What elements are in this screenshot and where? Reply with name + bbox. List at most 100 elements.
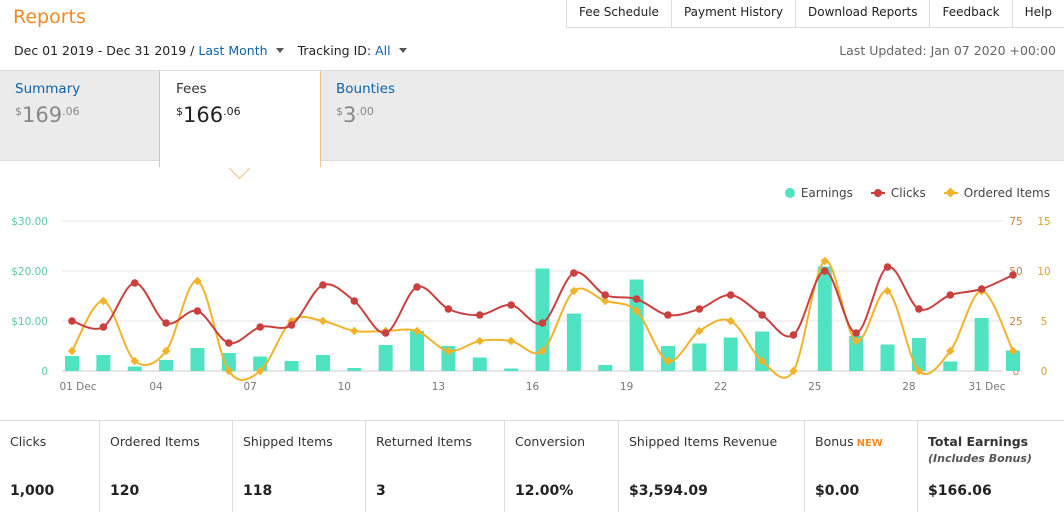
chevron-down-icon[interactable] — [398, 48, 407, 53]
ordered-items-point — [600, 296, 610, 306]
chevron-down-icon[interactable] — [275, 48, 284, 53]
payment-history-link[interactable]: Payment History — [670, 0, 795, 28]
earnings-bar — [566, 313, 581, 371]
ordered-items-point — [161, 346, 171, 356]
ordered-items-point — [538, 346, 547, 356]
clicks-point — [664, 311, 672, 319]
stat-value: 1,000 — [10, 483, 55, 499]
y-right1-tick-label: 75 — [1009, 216, 1022, 228]
clicks-point — [977, 285, 986, 293]
x-tick-label: 04 — [149, 381, 163, 393]
earnings-bar — [880, 344, 895, 371]
last-updated: Last Updated: Jan 07 2020 +00:00 — [839, 43, 1056, 58]
stat-label: Clicks — [10, 434, 47, 449]
stat-label: Shipped Items — [243, 434, 333, 449]
ordered-items-point — [350, 326, 359, 336]
help-link[interactable]: Help — [1011, 0, 1064, 28]
earnings-bar — [378, 345, 393, 371]
stat-shipped-items: Shipped Items 118 — [233, 421, 366, 512]
clicks-point — [287, 321, 296, 329]
stat-value: 120 — [110, 483, 140, 499]
tab-summary[interactable]: Summary $169.06 — [0, 71, 160, 162]
ordered-items-point — [820, 256, 830, 266]
ordered-items-point — [99, 296, 108, 306]
fee-schedule-link[interactable]: Fee Schedule — [565, 0, 671, 28]
clicks-point — [162, 319, 170, 327]
earnings-bar — [598, 365, 613, 371]
stat-conversion: Conversion 12.00% — [505, 421, 619, 512]
legend-clicks[interactable]: Clicks — [870, 186, 926, 200]
stat-value: $3,594.09 — [629, 483, 708, 499]
y-right2-tick-label: 15 — [1037, 216, 1050, 228]
x-tick-label: 22 — [714, 381, 727, 393]
earnings-bar — [96, 355, 111, 371]
clicks-point — [350, 297, 359, 305]
ordered-items-point — [224, 366, 234, 376]
legend-earnings[interactable]: Earnings — [784, 186, 853, 200]
tab-fees-label[interactable]: Fees — [176, 81, 207, 97]
ordered-items-point — [318, 316, 328, 326]
ordered-items-swatch — [943, 187, 958, 198]
x-tick-label: 10 — [338, 381, 351, 393]
tab-summary-amount: $169.06 — [15, 103, 145, 127]
ordered-items-point — [444, 346, 453, 356]
y-left-tick-label: 0 — [41, 366, 48, 378]
ordered-items-point — [883, 286, 892, 296]
stat-shipped-revenue: Shipped Items Revenue $3,594.09 — [619, 421, 805, 512]
earnings-bar — [159, 360, 174, 371]
fees-chart: $30.00 75 15$20.00 50 10$10.00 25 50 0 001 Dec 04… — [11, 216, 1050, 393]
earnings-bar — [65, 356, 79, 371]
stat-label: Conversion — [515, 434, 586, 449]
earnings-bar — [723, 337, 738, 371]
clicks-point — [130, 279, 139, 287]
ordered-items-point — [757, 356, 767, 366]
tab-bounties[interactable]: Bounties $3.00 — [321, 71, 481, 162]
stat-value: 3 — [376, 483, 386, 499]
tracking-id-value[interactable]: All — [375, 43, 391, 58]
x-tick-label: 13 — [432, 381, 445, 393]
clicks-point — [601, 291, 610, 299]
ordered-items-point — [851, 336, 861, 346]
stat-total-earnings: Total Earnings (Includes Bonus) $166.06 — [918, 421, 1064, 512]
legend-clicks-label: Clicks — [890, 186, 926, 200]
clicks-point — [789, 331, 798, 339]
clicks-point — [695, 305, 704, 313]
stat-label: Shipped Items Revenue — [629, 434, 778, 449]
y-left-tick-label: $20.00 — [11, 266, 48, 278]
earnings-bar — [441, 346, 456, 371]
tab-summary-label[interactable]: Summary — [15, 81, 81, 97]
stat-sub: (Includes Bonus) — [928, 452, 1032, 465]
date-preset-label: Last Month — [198, 43, 268, 58]
earnings-bar — [692, 343, 707, 371]
clicks-point — [726, 291, 735, 299]
stat-label: Total Earnings — [928, 434, 1029, 449]
tab-fees[interactable]: Fees $166.06 — [159, 71, 321, 167]
date-preset-dropdown[interactable]: Last Month — [198, 43, 267, 58]
clicks-point — [225, 339, 233, 347]
feedback-link[interactable]: Feedback — [929, 0, 1011, 28]
currency-symbol: $ — [176, 105, 183, 118]
legend-ordered-items[interactable]: Ordered Items — [943, 186, 1050, 200]
tab-bounties-label[interactable]: Bounties — [336, 81, 396, 97]
earnings-bar — [127, 366, 142, 371]
earnings-bar — [1006, 350, 1020, 371]
earnings-bar — [347, 368, 362, 371]
new-badge: NEW — [856, 438, 883, 449]
earnings-bar — [817, 266, 832, 371]
clicks-point — [1009, 271, 1017, 279]
currency-symbol: $ — [15, 105, 22, 118]
ordered-items-point — [569, 286, 579, 296]
bonus-label: Bonus — [815, 434, 854, 449]
download-reports-link[interactable]: Download Reports — [794, 0, 930, 28]
earnings-bar — [911, 338, 926, 371]
tab-bounties-amount: $3.00 — [336, 103, 466, 127]
amount-cents: .00 — [356, 105, 374, 118]
stat-value: 118 — [243, 483, 273, 499]
stats-row: Clicks 1,000 Ordered Items 120 Shipped I… — [0, 420, 1064, 512]
tracking-id-filter[interactable]: Tracking ID: All — [298, 43, 407, 58]
x-tick-label: 01 Dec — [59, 381, 96, 393]
ordered-items-point — [946, 346, 955, 356]
amount-dollars: 169 — [22, 103, 63, 127]
clicks-swatch — [870, 189, 885, 197]
clicks-point — [68, 317, 76, 325]
